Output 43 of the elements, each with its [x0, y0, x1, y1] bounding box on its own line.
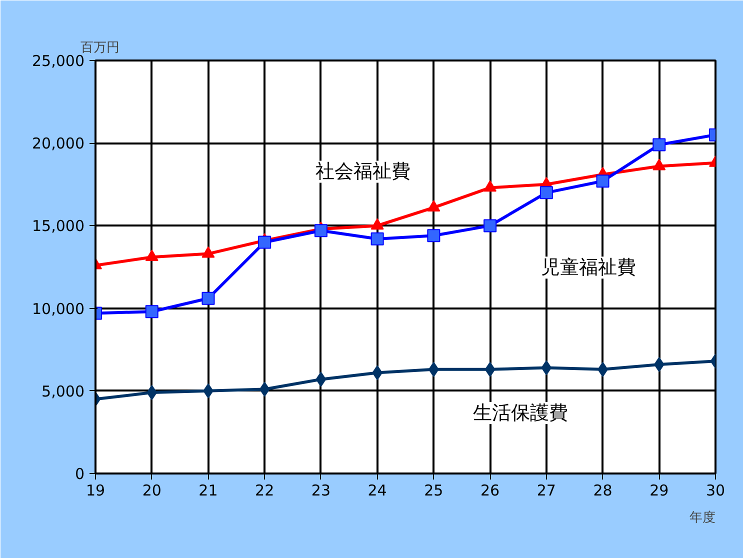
x-tick-label: 29 [650, 482, 669, 500]
x-tick-label: 26 [480, 482, 500, 500]
x-tick-label: 23 [311, 482, 331, 500]
y-tick-label: 10,000 [32, 300, 85, 318]
point [314, 224, 328, 238]
y-tick-label: 0 [74, 465, 85, 483]
point [145, 305, 158, 318]
point [146, 385, 158, 400]
y-tick-label: 15,000 [32, 217, 85, 236]
point [370, 232, 384, 246]
point [652, 158, 666, 170]
point [202, 292, 215, 305]
point [540, 186, 553, 200]
point [258, 236, 272, 249]
x-tick-label: 22 [255, 482, 274, 500]
y-tick-label: 5,000 [42, 382, 85, 400]
x-tick-label: 25 [424, 482, 444, 500]
point [370, 218, 384, 230]
x-tick-label: 27 [536, 482, 556, 500]
point [652, 138, 666, 152]
point [427, 200, 440, 212]
x-tick-label: 20 [142, 482, 162, 500]
x-tick-label: 24 [368, 482, 387, 500]
x-tick-label: 28 [593, 482, 612, 500]
text: 児童福祉費 [540, 256, 636, 279]
x-tick-label: 30 [706, 482, 726, 500]
series-label: 生活保護費 [473, 402, 568, 424]
series-label: 社会福祉費 [315, 160, 410, 183]
point [484, 180, 497, 192]
point [596, 174, 610, 188]
x-tick-label: 19 [86, 482, 106, 500]
x-tick-label: 21 [198, 482, 218, 500]
point [541, 360, 552, 376]
point [654, 356, 664, 372]
x-axis-title: 年度 [690, 510, 716, 526]
point [259, 382, 270, 397]
point [202, 246, 215, 258]
point [316, 372, 326, 387]
y-tick-label: 20,000 [32, 134, 85, 153]
point [484, 362, 496, 377]
point [484, 219, 497, 232]
point [427, 229, 440, 242]
point [145, 250, 158, 262]
